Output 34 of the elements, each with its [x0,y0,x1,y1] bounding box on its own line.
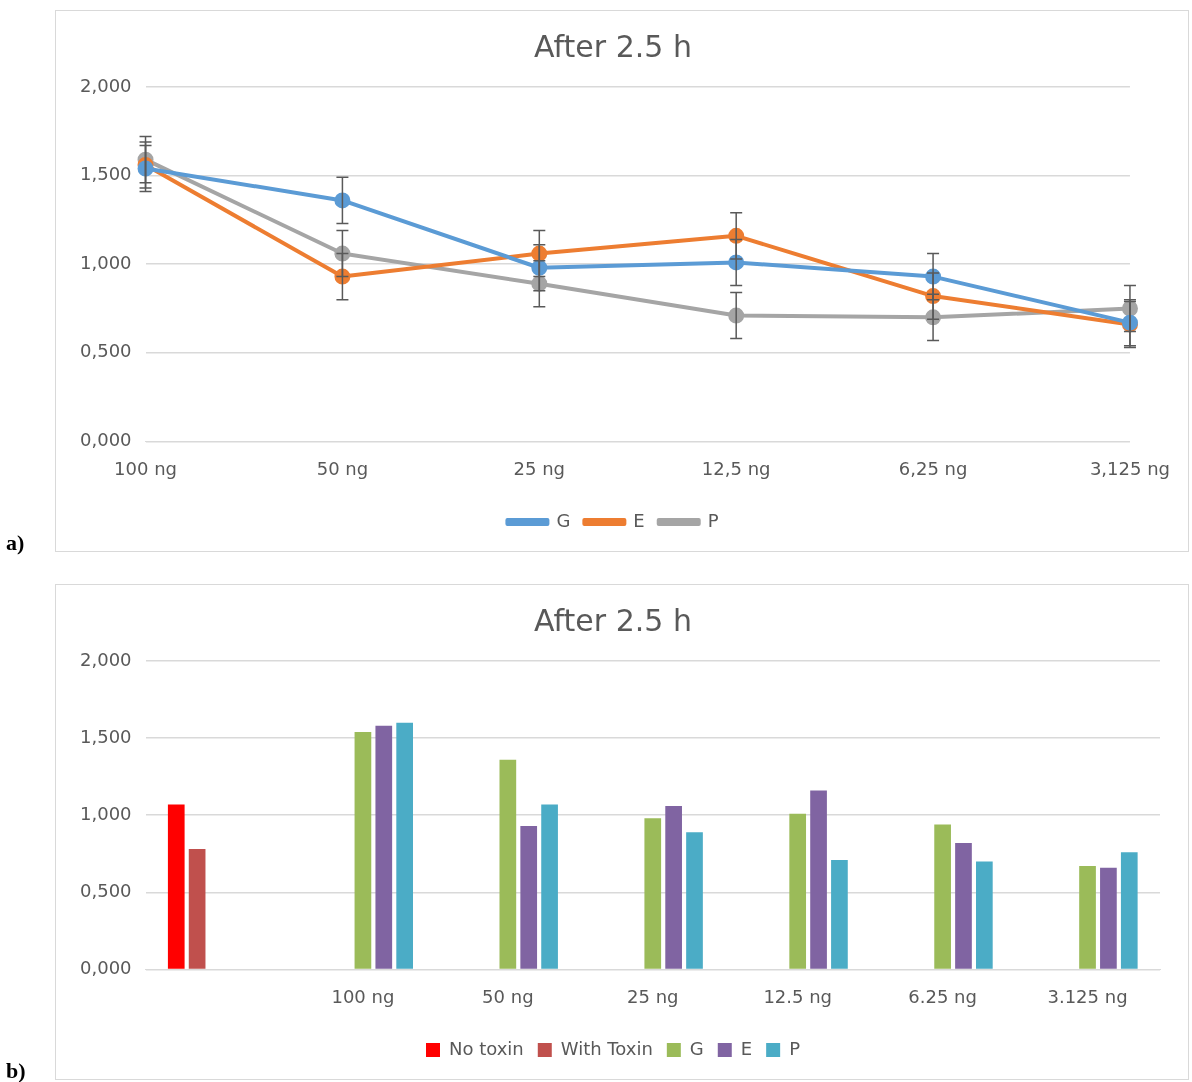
y-tick-label: 2,000 [80,648,132,670]
x-tick-label: 6,25 ng [898,457,968,479]
y-tick-label: 0,500 [80,879,132,901]
legend-label: E [740,1037,753,1059]
x-tick-label: 12,5 ng [701,457,771,479]
legend-label: No toxin [449,1037,524,1059]
legend-label: G [689,1037,704,1059]
legend-label: G [556,509,571,531]
x-tick-label: 12.5 ng [763,985,833,1007]
x-tick-label: 25 ng [513,457,566,479]
y-tick-label: 0,500 [80,340,132,362]
y-tick-label: 1,000 [80,802,132,824]
x-tick-label: 50 ng [316,457,369,479]
y-tick-label: 1,500 [80,725,132,747]
y-tick-label: 1,000 [80,251,132,273]
x-tick-label: 50 ng [482,985,534,1007]
x-tick-label: 100 ng [331,985,395,1007]
y-tick-label: 2,000 [80,74,132,96]
y-tick-label: 0,000 [80,429,132,451]
legend-label: P [707,509,719,531]
x-tick-label: 6.25 ng [908,985,977,1007]
legend-label: With Toxin [560,1037,653,1059]
x-tick-label: 25 ng [627,985,679,1007]
x-tick-label: 100 ng [114,457,177,479]
x-tick-label: 3.125 ng [1047,985,1128,1007]
chart-title: After 2.5 h [534,28,692,64]
chart-title: After 2.5 h [534,602,692,638]
text: a) [6,530,25,556]
legend-label: E [633,509,645,531]
x-tick-label: 3,125 ng [1089,457,1170,479]
legend-label: P [789,1037,801,1059]
y-tick-label: 0,000 [80,957,132,979]
y-tick-label: 1,500 [80,163,132,185]
text: b) [6,1058,26,1082]
